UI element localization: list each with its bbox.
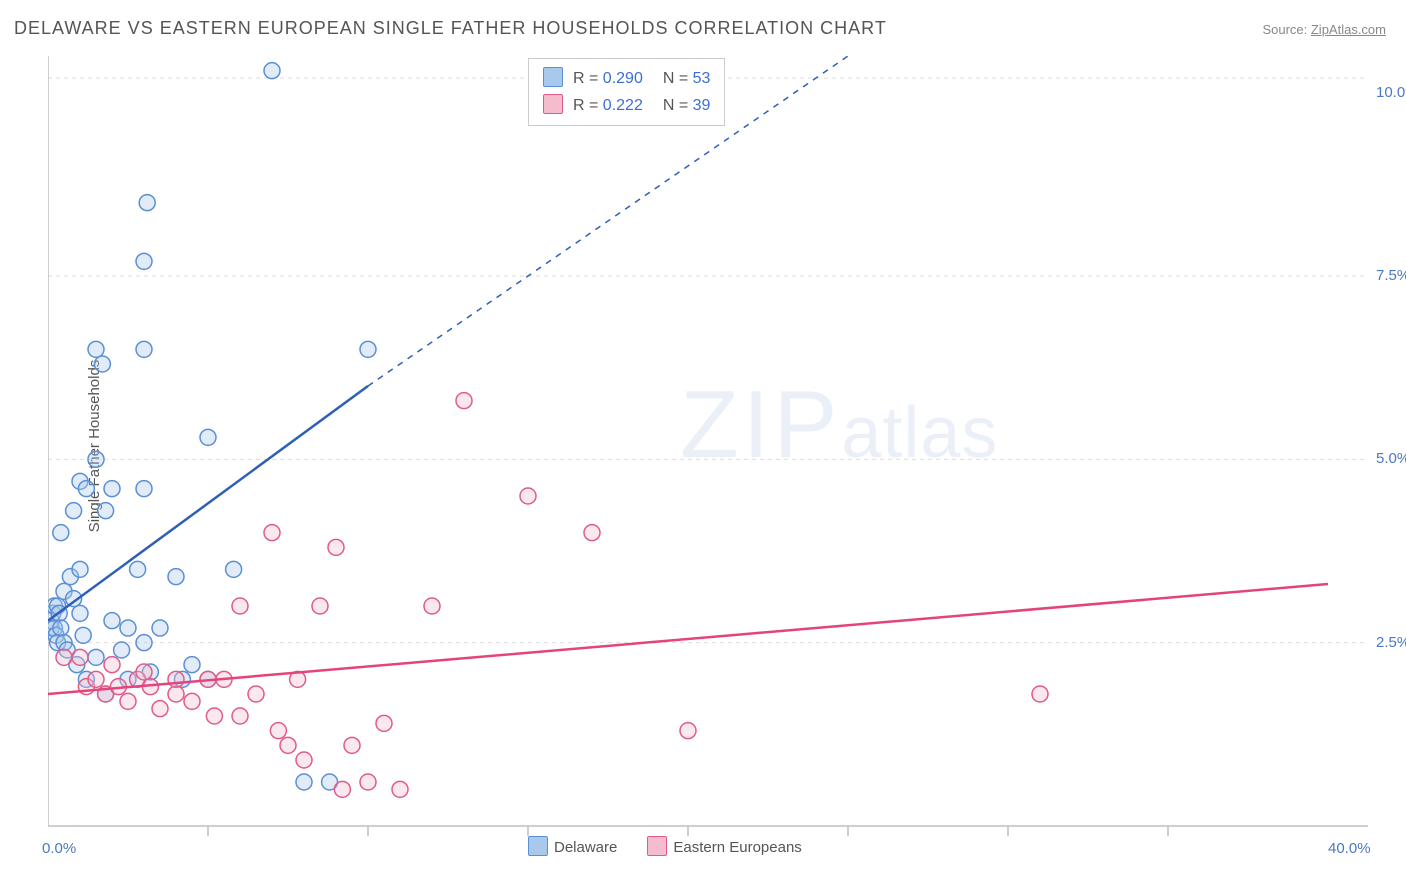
n-label: N =: [663, 70, 693, 87]
correlation-row: R = 0.290 N = 53: [543, 65, 710, 92]
chart-title: DELAWARE VS EASTERN EUROPEAN SINGLE FATH…: [14, 18, 887, 39]
n-value: 39: [693, 97, 711, 114]
legend-swatch-icon: [543, 67, 563, 87]
r-value: 0.290: [603, 70, 643, 87]
x-tick-label: 0.0%: [42, 840, 76, 857]
legend-item: Delaware: [528, 836, 617, 856]
x-tick-label: 40.0%: [1328, 840, 1371, 857]
n-value: 53: [693, 70, 711, 87]
y-tick-label: 2.5%: [1376, 634, 1406, 651]
r-value: 0.222: [603, 97, 643, 114]
legend-item: Eastern Europeans: [647, 836, 801, 856]
legend-swatch-icon: [543, 94, 563, 114]
series-legend: Delaware Eastern Europeans: [528, 836, 802, 856]
scatter-chart: [48, 56, 1388, 856]
r-label: R =: [573, 70, 603, 87]
legend-label: Delaware: [554, 839, 617, 856]
legend-swatch-icon: [528, 836, 548, 856]
chart-area: 2.5%5.0%7.5%10.0%0.0%40.0%: [48, 56, 1388, 856]
y-tick-label: 5.0%: [1376, 450, 1406, 467]
source-link[interactable]: ZipAtlas.com: [1311, 22, 1386, 37]
legend-swatch-icon: [647, 836, 667, 856]
n-label: N =: [663, 97, 693, 114]
y-tick-label: 7.5%: [1376, 267, 1406, 284]
source-label: Source:: [1262, 22, 1310, 37]
legend-label: Eastern Europeans: [673, 839, 801, 856]
correlation-row: R = 0.222 N = 39: [543, 92, 710, 119]
source-attribution: Source: ZipAtlas.com: [1262, 22, 1386, 37]
y-tick-label: 10.0%: [1376, 84, 1406, 101]
correlation-legend-box: R = 0.290 N = 53 R = 0.222 N = 39: [528, 58, 725, 126]
r-label: R =: [573, 97, 603, 114]
